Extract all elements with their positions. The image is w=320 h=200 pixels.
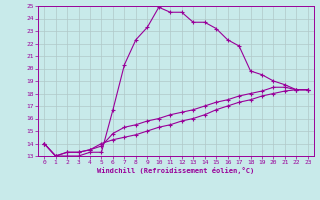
X-axis label: Windchill (Refroidissement éolien,°C): Windchill (Refroidissement éolien,°C) bbox=[97, 167, 255, 174]
